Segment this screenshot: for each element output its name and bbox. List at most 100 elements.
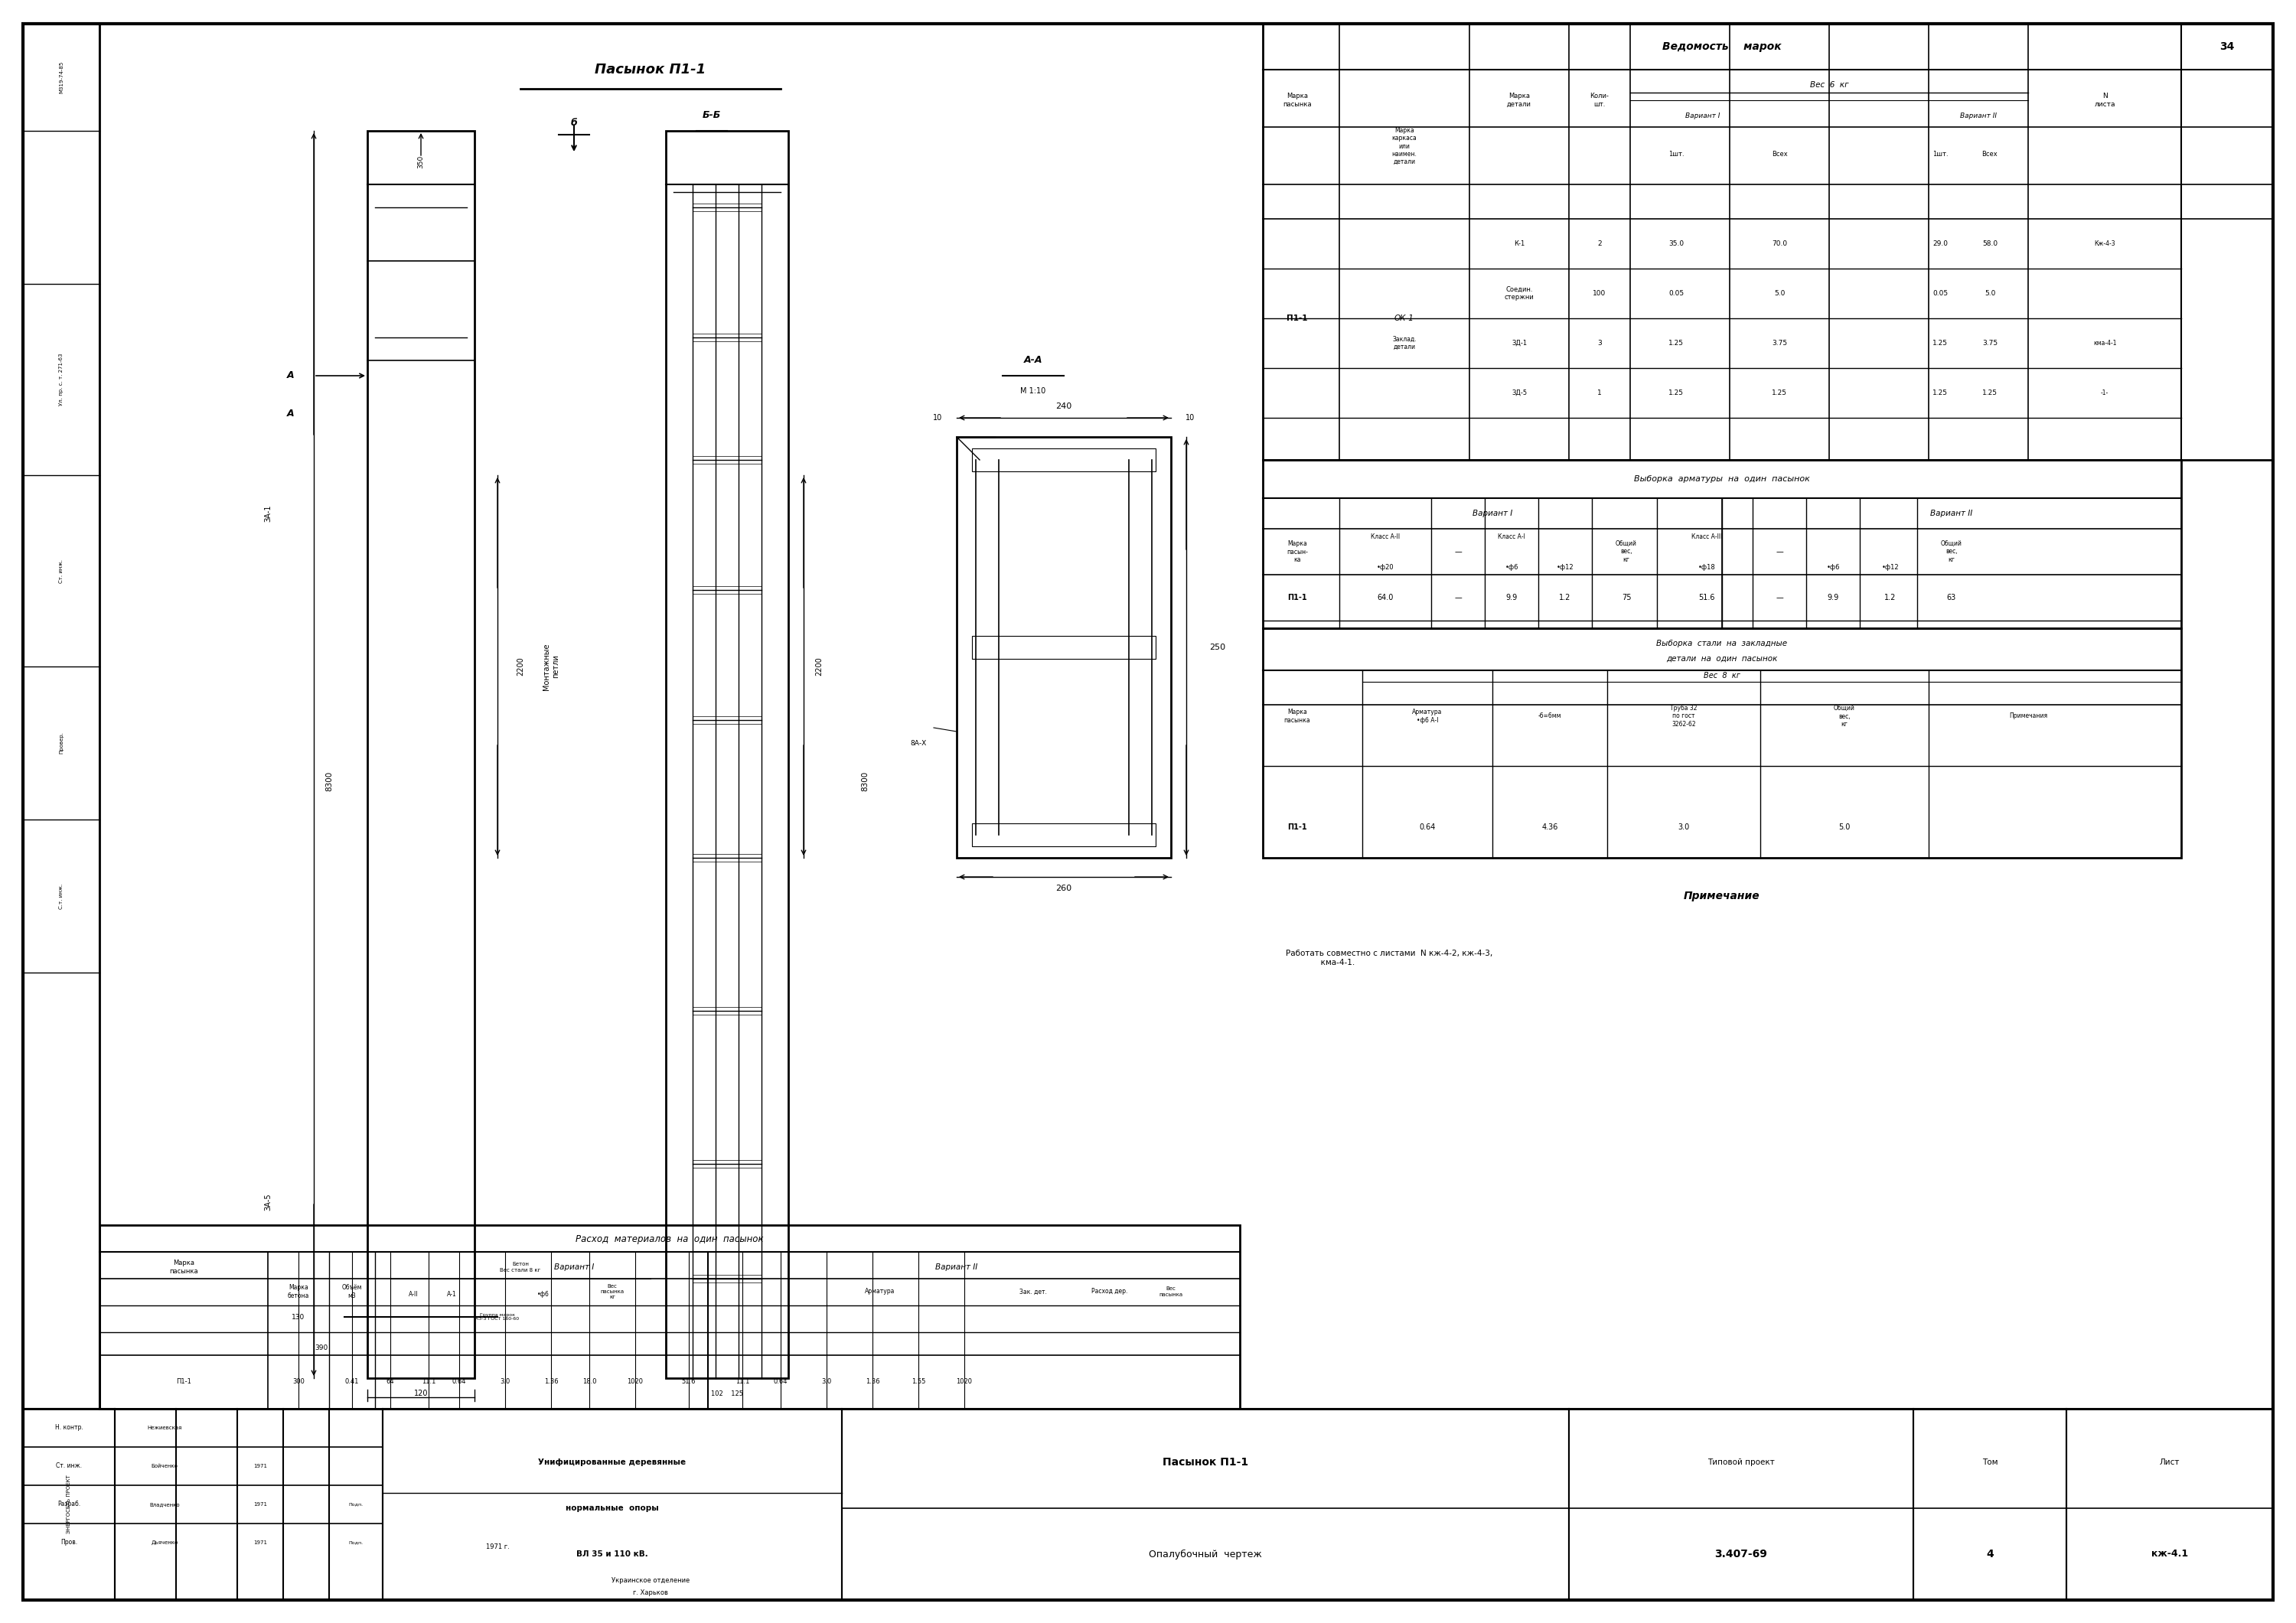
Text: М 1:10: М 1:10: [1019, 388, 1047, 394]
Text: Марка
пасынка: Марка пасынка: [170, 1259, 197, 1274]
Text: Н. контр.: Н. контр.: [55, 1425, 83, 1431]
Text: 260: 260: [1056, 885, 1072, 893]
Text: ОК-1: ОК-1: [1394, 315, 1414, 321]
Text: Класс А-I: Класс А-I: [1497, 532, 1525, 540]
Text: Ст. инж.: Ст. инж.: [60, 558, 64, 583]
Text: •ф6: •ф6: [537, 1290, 549, 1297]
Text: Пасынок П1-1: Пасынок П1-1: [1162, 1457, 1249, 1467]
Text: •ф12: •ф12: [1883, 563, 1899, 570]
Text: Владченко: Владченко: [149, 1503, 179, 1506]
Text: Ул. пр. с. т. 271-63: Ул. пр. с. т. 271-63: [60, 354, 64, 406]
Text: Вариант I: Вариант I: [1685, 112, 1720, 118]
Text: •ф6: •ф6: [1504, 563, 1518, 570]
Text: 3.0: 3.0: [822, 1378, 831, 1386]
Text: Провер.: Провер.: [60, 732, 64, 755]
Text: 1971: 1971: [253, 1503, 266, 1506]
Text: 51.6: 51.6: [682, 1378, 696, 1386]
Text: Ведомость    марок: Ведомость марок: [1662, 41, 1782, 52]
Text: 63: 63: [1947, 594, 1956, 602]
Text: 64.0: 64.0: [1378, 594, 1394, 602]
Text: Марка
детали: Марка детали: [1506, 93, 1531, 107]
Text: 10: 10: [932, 414, 941, 422]
Text: 11.1: 11.1: [422, 1378, 436, 1386]
Text: Всех: Всех: [1773, 151, 1786, 157]
Text: Бетон
Вес стали 8 кг: Бетон Вес стали 8 кг: [501, 1263, 542, 1272]
Text: Марка
пасынка: Марка пасынка: [1283, 709, 1311, 724]
Bar: [383, 1409, 843, 1600]
Text: 4.36: 4.36: [1541, 823, 1559, 831]
Text: 5.0: 5.0: [1839, 823, 1851, 831]
Text: •ф20: •ф20: [1378, 563, 1394, 570]
Text: Выборка  стали  на  закладные: Выборка стали на закладные: [1655, 639, 1789, 648]
Bar: [2066, 1409, 2273, 1600]
Text: А: А: [287, 409, 294, 419]
Text: 130: 130: [292, 1313, 305, 1321]
Text: —: —: [1775, 549, 1784, 555]
Text: 35.0: 35.0: [1669, 240, 1683, 247]
Text: 100: 100: [1593, 291, 1607, 297]
Text: 1.55: 1.55: [912, 1378, 925, 1386]
Text: 1.2: 1.2: [1885, 594, 1896, 602]
Text: б: б: [572, 118, 576, 128]
Text: Соедин.
стержни: Соедин. стержни: [1504, 286, 1534, 300]
Text: —: —: [1453, 594, 1463, 602]
Bar: [693, 716, 762, 724]
Text: 1.25: 1.25: [1669, 339, 1683, 347]
Text: ВЛ 35 и 110 кВ.: ВЛ 35 и 110 кВ.: [576, 1550, 647, 1558]
Text: 1971: 1971: [253, 1540, 266, 1545]
Text: 0.64: 0.64: [1419, 823, 1435, 831]
Text: П1-1: П1-1: [177, 1378, 191, 1386]
Text: А-1: А-1: [448, 1290, 457, 1297]
Text: -1-: -1-: [2101, 390, 2108, 396]
Text: А-А: А-А: [1024, 355, 1042, 365]
Bar: [693, 854, 762, 862]
Text: Пров.: Пров.: [60, 1539, 78, 1547]
Text: детали  на  один  пасынок: детали на один пасынок: [1667, 656, 1777, 662]
Text: 1.25: 1.25: [1933, 390, 1947, 396]
Text: 250: 250: [1210, 644, 1226, 651]
Bar: [693, 1006, 762, 1014]
Text: 0.64: 0.64: [774, 1378, 788, 1386]
Text: -б=6мм: -б=6мм: [1538, 712, 1561, 719]
Text: 5.0: 5.0: [1984, 291, 1995, 297]
Text: кма-4-1: кма-4-1: [2094, 339, 2117, 347]
Text: 11.1: 11.1: [735, 1378, 748, 1386]
Bar: [99, 24, 2273, 1409]
Text: 102    125: 102 125: [712, 1389, 744, 1397]
Text: Марка
пасынка: Марка пасынка: [1283, 93, 1311, 107]
Text: 240: 240: [1056, 403, 1072, 411]
Text: Выборка  арматуры  на  один  пасынок: Выборка арматуры на один пасынок: [1635, 476, 1809, 484]
Text: Зак. дет.: Зак. дет.: [1019, 1289, 1047, 1295]
Text: 70.0: 70.0: [1773, 240, 1786, 247]
Text: Бойченко: Бойченко: [152, 1464, 177, 1469]
Text: С.т. инж.: С.т. инж.: [60, 883, 64, 909]
Text: ЗА-1: ЗА-1: [264, 505, 271, 523]
Bar: [23, 1409, 115, 1600]
Text: Подп.: Подп.: [349, 1503, 363, 1506]
Text: г. Харьков: г. Харьков: [634, 1589, 668, 1595]
Text: Пасынок П1-1: Пасынок П1-1: [595, 63, 707, 76]
Text: ЗД-5: ЗД-5: [1511, 390, 1527, 396]
Text: Том: Том: [1981, 1459, 1998, 1466]
Text: —: —: [1453, 549, 1463, 555]
Text: 64: 64: [386, 1378, 395, 1386]
Text: Всех: Всех: [1981, 151, 1998, 157]
Text: Группа марок
А3-3 ГОСТ 160-60: Группа марок А3-3 ГОСТ 160-60: [475, 1313, 519, 1321]
Text: 1.25: 1.25: [1773, 390, 1786, 396]
Bar: [693, 586, 762, 594]
Text: П1-1: П1-1: [1288, 594, 1306, 602]
Text: 2200: 2200: [815, 657, 822, 675]
Text: 1.36: 1.36: [866, 1378, 879, 1386]
Text: Общий
вес,
кг: Общий вес, кг: [1616, 540, 1637, 563]
Text: 51.6: 51.6: [1699, 594, 1715, 602]
Bar: [1263, 628, 2181, 859]
Bar: [99, 1225, 1240, 1409]
Bar: [666, 131, 788, 1378]
Text: Класс А-II: Класс А-II: [1371, 532, 1401, 540]
Text: Типовой проект: Типовой проект: [1708, 1459, 1775, 1466]
Bar: [693, 1274, 762, 1282]
Text: 0.05: 0.05: [1669, 291, 1683, 297]
Text: Нежиевская: Нежиевская: [147, 1425, 181, 1430]
Text: 1шт.: 1шт.: [1933, 151, 1947, 157]
Text: Примечание: Примечание: [1683, 891, 1761, 901]
